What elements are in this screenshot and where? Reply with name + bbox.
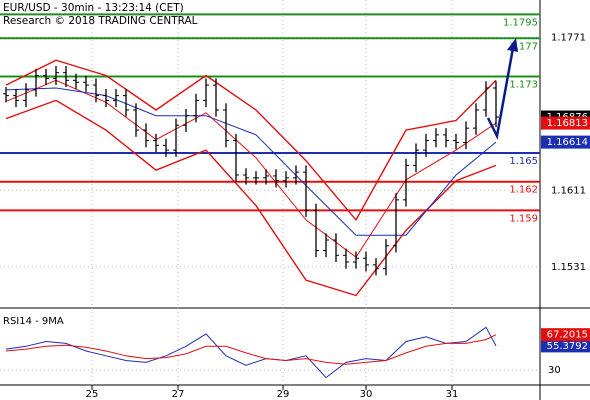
value-box-label: 55.3792 <box>547 341 588 352</box>
value-box-label: 67.2015 <box>547 330 588 341</box>
header-subtitle: Research © 2018 TRADING CENTRAL <box>3 15 198 27</box>
x-tick-label: 29 <box>277 389 290 400</box>
value-box <box>541 116 590 130</box>
y-tick-label: 1.1611 <box>551 185 586 196</box>
indicator-line <box>5 99 497 297</box>
indicator-line <box>5 79 497 258</box>
y-tick-label: 1.1771 <box>551 32 586 43</box>
value-box-label: 1.16614 <box>547 137 588 148</box>
level-label: 1.1795 <box>503 17 538 28</box>
value-box <box>541 328 590 342</box>
indicator-line <box>5 326 497 379</box>
value-box <box>541 135 590 149</box>
level-label: 1.173 <box>509 80 538 91</box>
indicator-line <box>5 59 497 222</box>
x-tick-label: 31 <box>446 389 459 400</box>
forecast-arrow <box>486 47 515 140</box>
header-title: EUR/USD - 30min - 13:23:14 (CET) <box>3 2 184 14</box>
indicator-line <box>5 87 497 236</box>
panel-title: RSI14 - 9MA <box>3 316 64 327</box>
level-label: 1.159 <box>509 213 538 224</box>
x-tick-label: 27 <box>172 389 185 400</box>
level-label: 1.165 <box>509 156 538 167</box>
forecast-arrowhead <box>507 38 518 52</box>
x-tick-label: 25 <box>86 389 99 400</box>
indicator-line <box>5 334 497 365</box>
value-box-label: 1.16813 <box>547 118 588 129</box>
value-box <box>541 339 590 353</box>
level-label: 1.162 <box>509 185 538 196</box>
y-tick-label: 30 <box>548 365 561 376</box>
x-tick-label: 30 <box>360 389 373 400</box>
level-label: 1.177 <box>509 41 538 52</box>
y-tick-label: 1.1531 <box>551 262 586 273</box>
